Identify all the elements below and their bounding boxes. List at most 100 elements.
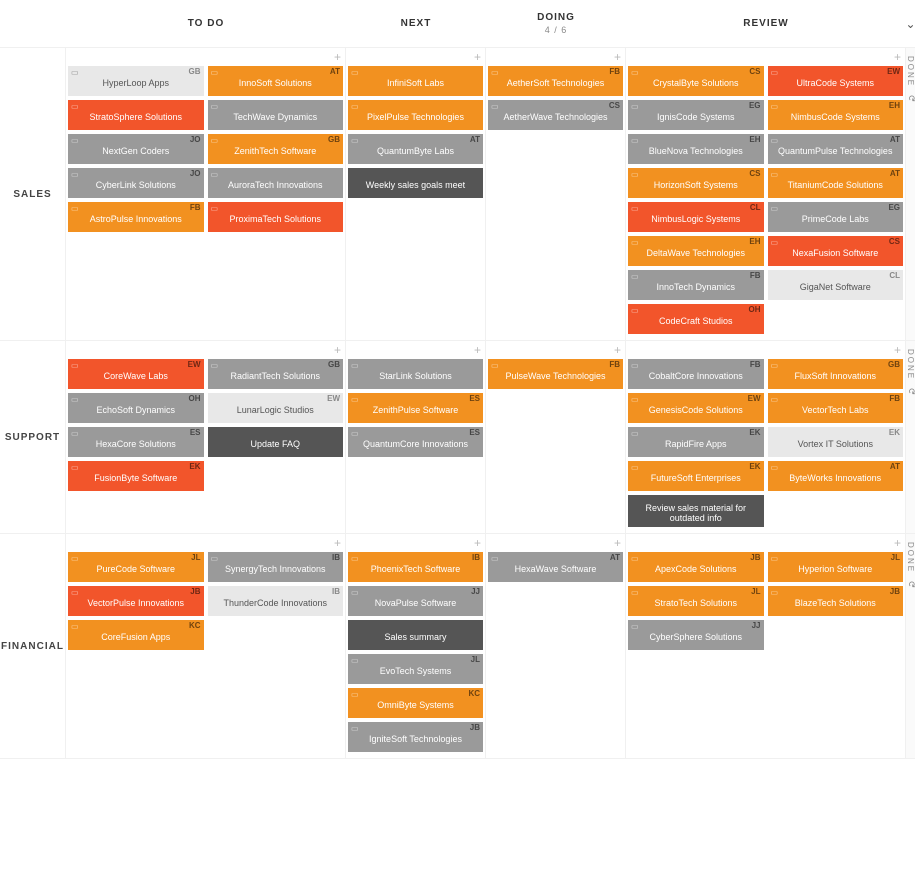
kanban-card[interactable]: ▭FBInnoTech Dynamics <box>628 270 764 300</box>
kanban-card[interactable]: ▭KCCoreFusion Apps <box>68 620 204 650</box>
kanban-card[interactable]: ▭CSNexaFusion Software <box>768 236 904 266</box>
add-card-button[interactable]: + <box>614 536 621 550</box>
kanban-card[interactable]: ▭ATTitaniumCode Solutions <box>768 168 904 198</box>
done-rail[interactable]: DONE↻ <box>906 534 915 759</box>
kanban-card[interactable]: ▭InfiniSoft Labs <box>348 66 483 96</box>
kanban-card[interactable]: ▭FBVectorTech Labs <box>768 393 904 423</box>
kanban-card[interactable]: ▭JJCyberSphere Solutions <box>628 620 764 650</box>
kanban-card[interactable]: ▭JLEvoTech Systems <box>348 654 483 684</box>
kanban-card[interactable]: ▭GBHyperLoop Apps <box>68 66 204 96</box>
kanban-card[interactable]: Update FAQ <box>208 427 344 457</box>
kanban-card[interactable]: ▭EGPrimeCode Labs <box>768 202 904 232</box>
column-header-todo[interactable]: TO DO <box>66 0 346 48</box>
add-card-button[interactable]: + <box>894 536 901 550</box>
kanban-card[interactable]: ▭JBBlazeTech Solutions <box>768 586 904 616</box>
kanban-card[interactable]: IBThunderCode Innovations <box>208 586 344 616</box>
kanban-card[interactable]: ▭ESZenithPulse Software <box>348 393 483 423</box>
calendar-icon: ▭ <box>631 361 639 370</box>
kanban-card[interactable]: ▭ATInnoSoft Solutions <box>208 66 344 96</box>
kanban-card[interactable]: ▭EKFutureSoft Enterprises <box>628 461 764 491</box>
kanban-card[interactable]: ▭OHEchoSoft Dynamics <box>68 393 204 423</box>
card-title: HexaCore Solutions <box>96 439 176 449</box>
kanban-card[interactable]: ▭FBAstroPulse Innovations <box>68 202 204 232</box>
kanban-card[interactable]: ▭CSAetherWave Technologies <box>488 100 623 130</box>
kanban-card[interactable]: ▭JBApexCode Solutions <box>628 552 764 582</box>
kanban-card[interactable]: ▭OHCodeCraft Studios <box>628 304 764 334</box>
kanban-card[interactable]: ▭JLPureCode Software <box>68 552 204 582</box>
done-rail[interactable]: DONE↻ <box>906 341 915 534</box>
kanban-card[interactable]: ▭StratoSphere Solutions <box>68 100 204 130</box>
kanban-card[interactable]: ▭FBCobaltCore Innovations <box>628 359 764 389</box>
add-card-button[interactable]: + <box>474 536 481 550</box>
kanban-card[interactable]: ▭CSCrystalByte Solutions <box>628 66 764 96</box>
add-card-button[interactable]: + <box>894 343 901 357</box>
kanban-card[interactable]: ▭JBIgniteSoft Technologies <box>348 722 483 752</box>
kanban-card[interactable]: ▭EGIgnisCode Systems <box>628 100 764 130</box>
kanban-card[interactable]: ▭EHNimbusCode Systems <box>768 100 904 130</box>
calendar-icon: ▭ <box>351 656 359 665</box>
kanban-card[interactable]: ▭AuroraTech Innovations <box>208 168 344 198</box>
kanban-card[interactable]: ▭KCOmniByte Systems <box>348 688 483 718</box>
kanban-card[interactable]: ▭ IB SynergyTech Innovations <box>208 552 344 582</box>
kanban-card[interactable]: ▭IBPhoenixTech Software <box>348 552 483 582</box>
card-title: ThunderCode Innovations <box>223 598 327 608</box>
kanban-card[interactable]: ▭EKRapidFire Apps <box>628 427 764 457</box>
column-header-next[interactable]: NEXT <box>346 0 486 48</box>
kanban-card[interactable]: ▭CLNimbusLogic Systems <box>628 202 764 232</box>
kanban-card[interactable]: ▭EWGenesisCode Solutions <box>628 393 764 423</box>
kanban-card[interactable]: ▭ATHexaWave Software <box>488 552 623 582</box>
chevron-down-icon[interactable]: ⌄ <box>906 0 915 48</box>
kanban-card[interactable]: ▭GBRadiantTech Solutions <box>208 359 344 389</box>
column-header-review[interactable]: REVIEW <box>626 0 906 48</box>
cell-column: ▭JBApexCode Solutions ▭JLStratoTech Solut… <box>628 552 764 650</box>
kanban-card[interactable]: ▭EWUltraCode Systems <box>768 66 904 96</box>
kanban-card[interactable]: ▭ESHexaCore Solutions <box>68 427 204 457</box>
kanban-card[interactable]: Sales summary <box>348 620 483 650</box>
kanban-card[interactable]: ▭EHBlueNova Technologies <box>628 134 764 164</box>
kanban-card[interactable]: CLGigaNet Software <box>768 270 904 300</box>
card-title: AuroraTech Innovations <box>228 180 323 190</box>
kanban-card[interactable]: ▭EKFusionByte Software <box>68 461 204 491</box>
kanban-card[interactable]: ▭EWCoreWave Labs <box>68 359 204 389</box>
kanban-card[interactable]: ▭FBAetherSoft Technologies <box>488 66 623 96</box>
add-card-button[interactable]: + <box>474 343 481 357</box>
calendar-icon: ▭ <box>211 554 219 563</box>
kanban-card[interactable]: ▭GBZenithTech Software <box>208 134 344 164</box>
kanban-card[interactable]: ▭CSHorizonSoft Systems <box>628 168 764 198</box>
kanban-card[interactable]: ▭EHDeltaWave Technologies <box>628 236 764 266</box>
board-cell: + ▭GBHyperLoop Apps ▭StratoSphere Solution… <box>66 48 346 341</box>
kanban-card[interactable]: ▭JLHyperion Software <box>768 552 904 582</box>
kanban-card[interactable]: EKVortex IT Solutions <box>768 427 904 457</box>
kanban-card[interactable]: Weekly sales goals meet <box>348 168 483 198</box>
add-card-button[interactable]: + <box>334 536 341 550</box>
kanban-card[interactable]: ▭GBFluxSoft Innovations <box>768 359 904 389</box>
kanban-card[interactable]: ▭ATQuantumPulse Technologies <box>768 134 904 164</box>
add-card-button[interactable]: + <box>614 50 621 64</box>
kanban-card[interactable]: ▭ESQuantumCore Innovations <box>348 427 483 457</box>
add-card-button[interactable]: + <box>334 343 341 357</box>
kanban-card[interactable]: ▭JLStratoTech Solutions <box>628 586 764 616</box>
card-title: SynergyTech Innovations <box>225 564 326 574</box>
kanban-card[interactable]: ▭JOCyberLink Solutions <box>68 168 204 198</box>
kanban-card[interactable]: ▭TechWave Dynamics <box>208 100 344 130</box>
kanban-card[interactable]: ▭JJNovaPulse Software <box>348 586 483 616</box>
add-card-button[interactable]: + <box>474 50 481 64</box>
kanban-card[interactable]: ▭ATByteWorks Innovations <box>768 461 904 491</box>
kanban-card[interactable]: ▭JONextGen Coders <box>68 134 204 164</box>
done-rail[interactable]: DONE↻ <box>906 48 915 341</box>
kanban-card[interactable]: EWLunarLogic Studios <box>208 393 344 423</box>
column-header-doing[interactable]: DOING4 / 6 <box>486 0 626 48</box>
kanban-card[interactable]: ▭ATQuantumByte Labs <box>348 134 483 164</box>
assignee-badge: IB <box>332 553 340 562</box>
kanban-card[interactable]: ▭StarLink Solutions <box>348 359 483 389</box>
kanban-card[interactable]: ▭JBVectorPulse Innovations <box>68 586 204 616</box>
kanban-card[interactable]: ▭FBPulseWave Technologies <box>488 359 623 389</box>
kanban-card[interactable]: Review sales material for outdated info <box>628 495 764 527</box>
kanban-card[interactable]: ▭PixelPulse Technologies <box>348 100 483 130</box>
assignee-badge: EW <box>327 394 340 403</box>
add-card-button[interactable]: + <box>334 50 341 64</box>
add-card-button[interactable]: + <box>894 50 901 64</box>
add-card-button[interactable]: + <box>614 343 621 357</box>
card-title: IgnisCode Systems <box>657 112 735 122</box>
kanban-card[interactable]: ▭ProximaTech Solutions <box>208 202 344 232</box>
